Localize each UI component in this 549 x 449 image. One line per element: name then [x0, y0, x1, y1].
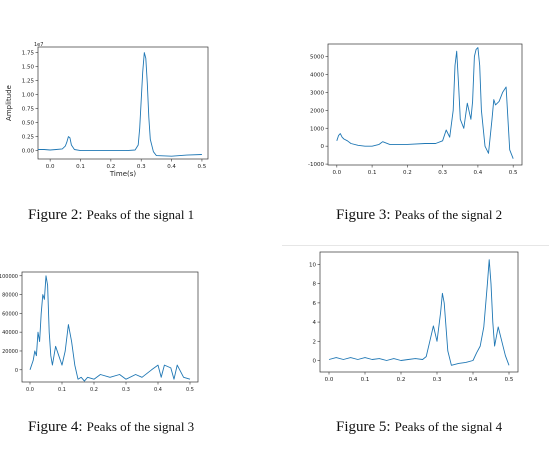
y-axis-label: Amplitude	[5, 85, 13, 121]
figure-2-caption-label: Figure 2:	[28, 207, 83, 223]
y-tick-label: 60000	[2, 311, 18, 317]
divider-line	[282, 245, 549, 246]
series-line	[29, 275, 191, 382]
x-tick-label: 0.3	[137, 164, 146, 170]
plot-frame	[327, 43, 523, 166]
y-tick-label: 5000	[310, 55, 324, 61]
plot-frame	[319, 251, 519, 373]
series-line	[336, 47, 514, 159]
figure-2-caption: Figure 2: Peaks of the signal 1	[28, 206, 194, 224]
y-tick-label: 1000	[310, 126, 324, 132]
y-tick-label: 100000	[0, 274, 18, 280]
x-tick-label: 0.2	[106, 164, 115, 170]
y-tick-label: 0.25	[22, 135, 35, 141]
y-tick-label: 3000	[310, 90, 324, 96]
y-tick-label: 40000	[2, 330, 18, 336]
x-tick-label: 0.1	[368, 170, 377, 176]
y-tick-label: 0.50	[22, 121, 35, 127]
y-tick-label: 6	[313, 301, 317, 307]
x-tick-label: 0.0	[332, 170, 341, 176]
y-tick-label: -1000	[308, 162, 324, 168]
figure-4-caption-text: Peaks of the signal 3	[86, 419, 195, 434]
y-tick-label: 10	[309, 262, 316, 268]
y-tick-label: 1.25	[22, 79, 35, 85]
series-line	[328, 259, 510, 366]
x-tick-label: 0.3	[433, 377, 442, 383]
series-line	[38, 52, 202, 157]
y-tick-label: 4000	[310, 72, 324, 78]
y-tick-label: 0	[313, 358, 317, 364]
x-tick-label: 0.1	[76, 164, 85, 170]
y-tick-label: 0	[321, 144, 325, 150]
x-tick-label: 0.5	[509, 170, 518, 176]
y-tick-label: 1.75	[22, 51, 35, 57]
figure-5-caption: Figure 5: Peaks of the signal 4	[336, 418, 502, 436]
x-tick-label: 0.2	[403, 170, 412, 176]
x-tick-label: 0.3	[122, 387, 130, 393]
x-tick-label: 0.2	[397, 377, 406, 383]
x-tick-label: 0.4	[154, 387, 162, 393]
x-axis-label: Time(s)	[109, 170, 137, 178]
y-tick-label: 80000	[2, 293, 18, 299]
x-tick-label: 0.4	[167, 164, 176, 170]
figure-3-caption: Figure 3: Peaks of the signal 2	[336, 206, 502, 224]
x-tick-label: 0.1	[361, 377, 370, 383]
figure-2-chart: 0.0 0.1 0.2 0.3 0.4 0.5 0.00 0.25 0.50 0.75 1.00 1.…	[5, 42, 209, 178]
y-tick-label: 1.50	[22, 65, 35, 71]
axis-offset-text: 1e7	[34, 42, 43, 48]
figure-5-chart: 0.0 0.1 0.2 0.3 0.4 0.5 0 2 4 6 8 10	[309, 251, 519, 383]
y-tick-label: 20000	[2, 349, 18, 355]
y-tick-label: 4	[313, 320, 317, 326]
figure-3-caption-text: Peaks of the signal 2	[394, 207, 503, 222]
x-tick-label: 0.4	[474, 170, 483, 176]
x-tick-label: 0.3	[438, 170, 447, 176]
y-tick-label: 2	[313, 339, 317, 345]
figure-5-caption-label: Figure 5:	[336, 419, 391, 435]
x-tick-label: 0.5	[198, 164, 207, 170]
x-tick-label: 0.0	[325, 377, 334, 383]
x-tick-label: 0.0	[46, 164, 55, 170]
figure-3-caption-label: Figure 3:	[336, 207, 391, 223]
figure-3-chart: 0.0 0.1 0.2 0.3 0.4 0.5 -1000 0 1000 2000 3000 4000…	[308, 43, 523, 176]
x-tick-label: 0.2	[90, 387, 98, 393]
figure-4-chart: 0.0 0.1 0.2 0.3 0.4 0.5 0 20000 40000 60000 80000 1…	[0, 271, 199, 393]
plot-frame	[21, 271, 199, 383]
x-tick-label: 0.5	[186, 387, 194, 393]
y-tick-label: 1.00	[22, 93, 35, 99]
figure-2-caption-text: Peaks of the signal 1	[86, 207, 195, 222]
y-tick-label: 0	[15, 368, 18, 374]
y-tick-label: 0.75	[22, 107, 35, 113]
figure-4-caption-label: Figure 4:	[28, 419, 83, 435]
y-tick-label: 8	[313, 282, 317, 288]
y-tick-label: 0.00	[22, 149, 35, 155]
plot-frame	[37, 46, 209, 160]
x-tick-label: 0.1	[58, 387, 66, 393]
y-tick-label: 2000	[310, 108, 324, 114]
x-tick-label: 0.4	[469, 377, 478, 383]
figure-4-caption: Figure 4: Peaks of the signal 3	[28, 418, 194, 436]
x-tick-label: 0.0	[26, 387, 34, 393]
x-tick-label: 0.5	[505, 377, 514, 383]
figure-5-caption-text: Peaks of the signal 4	[394, 419, 503, 434]
